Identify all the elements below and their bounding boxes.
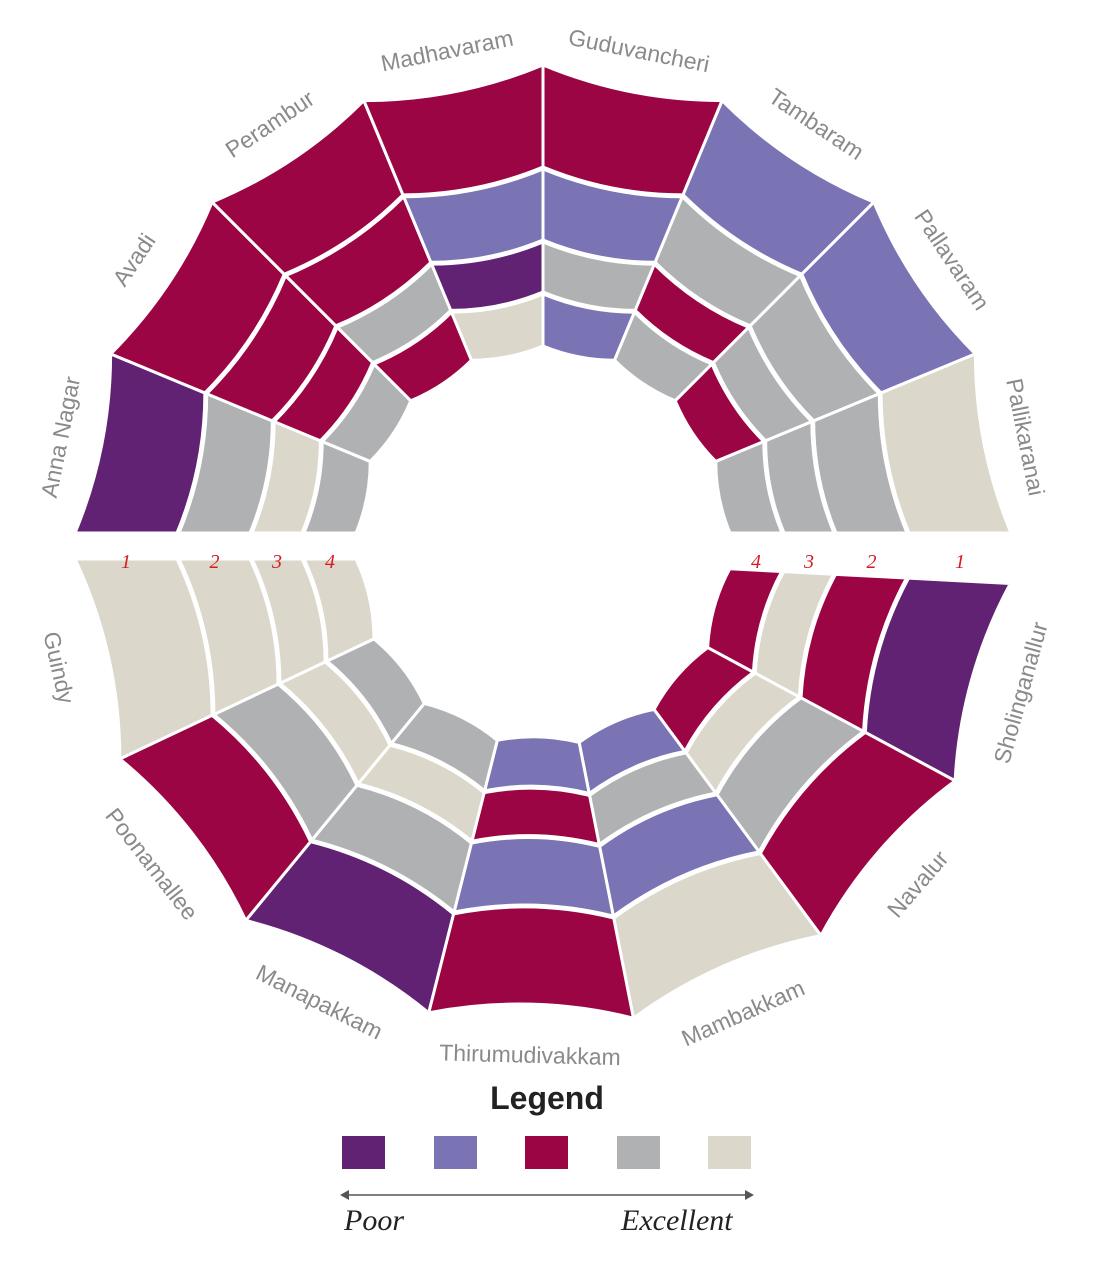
segment-guindy-ring-1 (72, 557, 214, 762)
segment-thirumudivakkam-ring-2 (452, 836, 616, 919)
segment-pallikaranai-ring-1 (879, 351, 1014, 535)
ring-label-left-1: 1 (121, 551, 131, 573)
area-label-avadi: Avadi (107, 229, 160, 291)
segment-pallikaranai-ring-2 (812, 391, 910, 535)
segment-pallikaranai-ring-4 (714, 439, 785, 535)
legend-title: Legend (490, 1080, 604, 1116)
legend-swatch-2 (434, 1136, 477, 1169)
legend-poor-label: Poor (344, 1204, 404, 1237)
area-label-guindy: Guindy (38, 629, 79, 706)
area-label-thirumudivakkam: Thirumudivakkam (439, 1039, 621, 1070)
ring-label-right-2: 2 (867, 551, 877, 573)
area-label-mambakkam: Mambakkam (678, 974, 809, 1051)
legend-swatch-5 (708, 1136, 751, 1169)
area-label-pallikaranai: Pallikaranai (1001, 376, 1050, 498)
segment-guindy-ring-2 (176, 557, 280, 717)
legend-scale-arrow (340, 1190, 754, 1200)
ring-label-left-4: 4 (325, 551, 335, 573)
legend-swatch-1 (342, 1136, 385, 1169)
ring-label-left-2: 2 (210, 551, 220, 573)
segment-thirumudivakkam-ring-3 (469, 786, 602, 847)
area-label-guduvancheri: Guduvancheri (566, 24, 712, 78)
area-label-manapakkam: Manapakkam (252, 959, 387, 1044)
segment-guindy-ring-3 (249, 557, 327, 686)
segment-pallikaranai-ring-3 (764, 419, 837, 535)
segment-guindy-ring-4 (301, 557, 376, 664)
ring-label-right-4: 4 (751, 551, 761, 573)
ring-number-labels: 1 1 2 2 3 3 4 4 (121, 551, 965, 573)
area-label-navalur: Navalur (882, 845, 954, 922)
area-label-sholinganallur: Sholinganallur (988, 619, 1052, 767)
segment-thirumudivakkam-ring-1 (426, 905, 636, 1021)
legend-excellent-label: Excellent (621, 1204, 733, 1237)
ring-label-right-1: 1 (955, 551, 965, 573)
legend-swatch-3 (525, 1136, 568, 1169)
ring-label-left-3: 3 (271, 551, 282, 573)
segment-thirumudivakkam-ring-4 (482, 735, 592, 796)
chart-segments (72, 62, 1014, 1021)
ring-label-right-3: 3 (803, 551, 814, 573)
legend-swatch-4 (617, 1136, 660, 1169)
area-label-anna-nagar: Anna Nagar (36, 374, 85, 500)
area-label-madhavaram: Madhavaram (379, 25, 516, 77)
